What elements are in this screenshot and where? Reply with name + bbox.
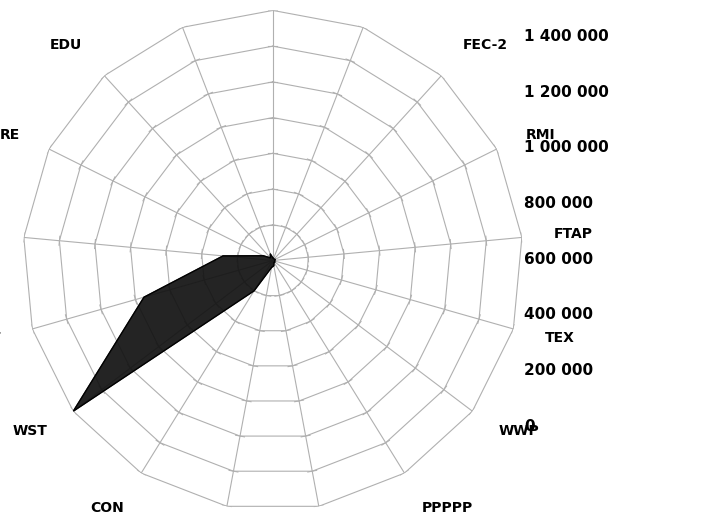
Polygon shape	[73, 254, 275, 411]
Text: RE: RE	[0, 128, 20, 142]
Text: EDU: EDU	[50, 38, 83, 52]
Text: WWP: WWP	[498, 424, 539, 438]
Text: 1 000 000: 1 000 000	[524, 140, 609, 155]
Text: RMI: RMI	[526, 128, 556, 142]
Text: 1 400 000: 1 400 000	[524, 29, 609, 44]
Text: 0: 0	[524, 419, 535, 433]
Text: FTAP: FTAP	[554, 228, 593, 241]
Text: PPPPP: PPPPP	[421, 501, 473, 515]
Text: TEX: TEX	[545, 331, 574, 345]
Text: WST: WST	[12, 424, 47, 438]
Text: RetT: RetT	[0, 331, 1, 345]
Text: 1 200 000: 1 200 000	[524, 84, 609, 100]
Text: 200 000: 200 000	[524, 363, 593, 378]
Text: 800 000: 800 000	[524, 196, 593, 211]
Text: CON: CON	[90, 501, 124, 515]
Text: 400 000: 400 000	[524, 307, 593, 322]
Text: 600 000: 600 000	[524, 252, 593, 267]
Text: FEC-2: FEC-2	[463, 38, 508, 52]
